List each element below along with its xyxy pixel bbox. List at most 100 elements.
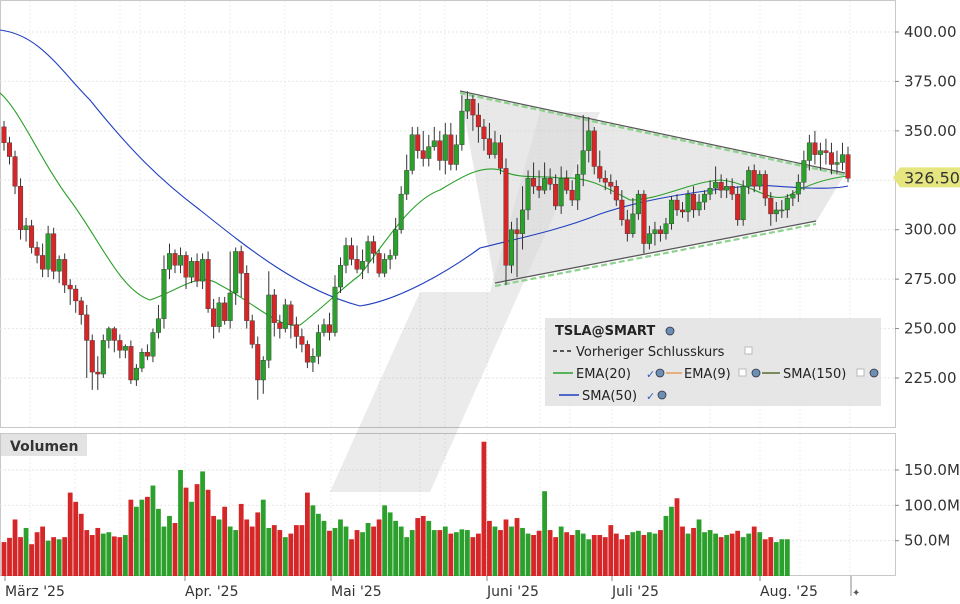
candle[interactable] bbox=[635, 190, 641, 220]
volume-bar[interactable] bbox=[282, 537, 288, 576]
volume-bar[interactable] bbox=[437, 530, 443, 576]
volume-bar[interactable] bbox=[542, 491, 548, 576]
candle[interactable] bbox=[222, 296, 228, 325]
candle[interactable] bbox=[729, 178, 735, 201]
candle[interactable] bbox=[382, 253, 388, 278]
settings-icon[interactable] bbox=[665, 326, 675, 336]
candle[interactable] bbox=[84, 304, 90, 378]
volume-bar[interactable] bbox=[200, 471, 205, 576]
volume-bar[interactable] bbox=[95, 527, 101, 576]
candle[interactable] bbox=[795, 174, 801, 203]
volume-bar[interactable] bbox=[40, 526, 46, 576]
volume-bar[interactable] bbox=[178, 470, 183, 576]
settings-icon[interactable] bbox=[655, 368, 665, 378]
candle[interactable] bbox=[18, 178, 24, 240]
candle[interactable] bbox=[542, 162, 548, 195]
legend[interactable]: TSLA@SMART Vorheriger Schlusskurs EMA(20… bbox=[545, 318, 881, 406]
volume-bar[interactable] bbox=[205, 489, 211, 576]
volume-bar[interactable] bbox=[464, 530, 470, 576]
volume-bar[interactable] bbox=[586, 539, 592, 576]
candle[interactable] bbox=[784, 194, 790, 218]
candle[interactable] bbox=[200, 253, 206, 290]
candle[interactable] bbox=[691, 186, 697, 218]
candle[interactable] bbox=[580, 115, 586, 187]
volume-bar[interactable] bbox=[746, 533, 752, 576]
candle[interactable] bbox=[812, 130, 818, 165]
candle[interactable] bbox=[773, 202, 779, 222]
candle[interactable] bbox=[304, 340, 310, 369]
volume-bar[interactable] bbox=[349, 539, 354, 576]
volume-bar[interactable] bbox=[12, 519, 18, 576]
candle[interactable] bbox=[194, 253, 200, 288]
volume-bar[interactable] bbox=[145, 496, 150, 576]
volume-bar[interactable] bbox=[420, 515, 426, 576]
volume-bar[interactable] bbox=[564, 532, 570, 576]
volume-bar[interactable] bbox=[156, 508, 161, 576]
volume-bar[interactable] bbox=[23, 527, 29, 576]
volume-bar[interactable] bbox=[751, 526, 757, 576]
candle[interactable] bbox=[823, 138, 829, 165]
volume-bar[interactable] bbox=[547, 530, 553, 576]
candle[interactable] bbox=[288, 300, 294, 339]
candle[interactable] bbox=[641, 190, 647, 254]
check-icon[interactable]: ✓ bbox=[646, 390, 655, 403]
volume-bar[interactable] bbox=[459, 529, 465, 576]
candle[interactable] bbox=[569, 180, 575, 206]
candle[interactable] bbox=[178, 247, 184, 274]
candle[interactable] bbox=[470, 95, 476, 131]
volume-bar[interactable] bbox=[558, 526, 564, 576]
volume-bar[interactable] bbox=[244, 519, 250, 576]
candle[interactable] bbox=[718, 174, 724, 199]
volume-bar[interactable] bbox=[194, 484, 200, 576]
candle[interactable] bbox=[431, 126, 437, 151]
candle[interactable] bbox=[7, 136, 13, 165]
volume-bar[interactable] bbox=[167, 515, 172, 576]
candle[interactable] bbox=[657, 225, 663, 242]
candle[interactable] bbox=[122, 344, 128, 359]
volume-bar[interactable] bbox=[393, 520, 399, 576]
volume-bar[interactable] bbox=[371, 526, 376, 576]
candle[interactable] bbox=[34, 241, 40, 264]
volume-bar[interactable] bbox=[293, 525, 299, 576]
volume-bar[interactable] bbox=[111, 536, 117, 576]
candle[interactable] bbox=[310, 348, 316, 373]
candle[interactable] bbox=[531, 162, 537, 195]
candle[interactable] bbox=[62, 253, 68, 293]
volume-bar[interactable] bbox=[431, 530, 437, 576]
volume-bar[interactable] bbox=[426, 520, 432, 576]
candle[interactable] bbox=[106, 326, 112, 349]
volume-bar[interactable] bbox=[641, 535, 647, 576]
candle[interactable] bbox=[475, 103, 481, 143]
candle[interactable] bbox=[740, 180, 746, 226]
candle[interactable] bbox=[376, 249, 382, 278]
volume-bar[interactable] bbox=[382, 505, 388, 576]
volume-bar[interactable] bbox=[310, 505, 316, 576]
settings-icon[interactable] bbox=[657, 390, 667, 400]
volume-bar[interactable] bbox=[713, 533, 719, 576]
candle[interactable] bbox=[260, 356, 266, 394]
candle[interactable] bbox=[503, 158, 509, 286]
candle[interactable] bbox=[420, 130, 426, 167]
volume-bar[interactable] bbox=[51, 537, 57, 576]
candle[interactable] bbox=[189, 257, 195, 284]
candle[interactable] bbox=[117, 334, 123, 359]
candle[interactable] bbox=[735, 186, 741, 226]
volume-bar[interactable] bbox=[266, 527, 272, 576]
candle[interactable] bbox=[492, 130, 498, 159]
volume-bar[interactable] bbox=[525, 533, 531, 576]
candle[interactable] bbox=[244, 265, 250, 329]
candle[interactable] bbox=[326, 312, 332, 341]
volume-bar[interactable] bbox=[514, 518, 520, 576]
candle[interactable] bbox=[144, 344, 150, 361]
candle[interactable] bbox=[509, 221, 515, 274]
candle[interactable] bbox=[12, 150, 18, 195]
volume-bar[interactable] bbox=[122, 535, 128, 576]
candle[interactable] bbox=[779, 200, 785, 218]
volume-bar[interactable] bbox=[100, 533, 106, 576]
volume-bar[interactable] bbox=[34, 532, 40, 576]
candle[interactable] bbox=[354, 245, 360, 274]
volume-bar[interactable] bbox=[133, 506, 139, 576]
candle[interactable] bbox=[768, 192, 774, 226]
volume-bar[interactable] bbox=[773, 542, 779, 576]
volume-bar[interactable] bbox=[498, 530, 503, 576]
